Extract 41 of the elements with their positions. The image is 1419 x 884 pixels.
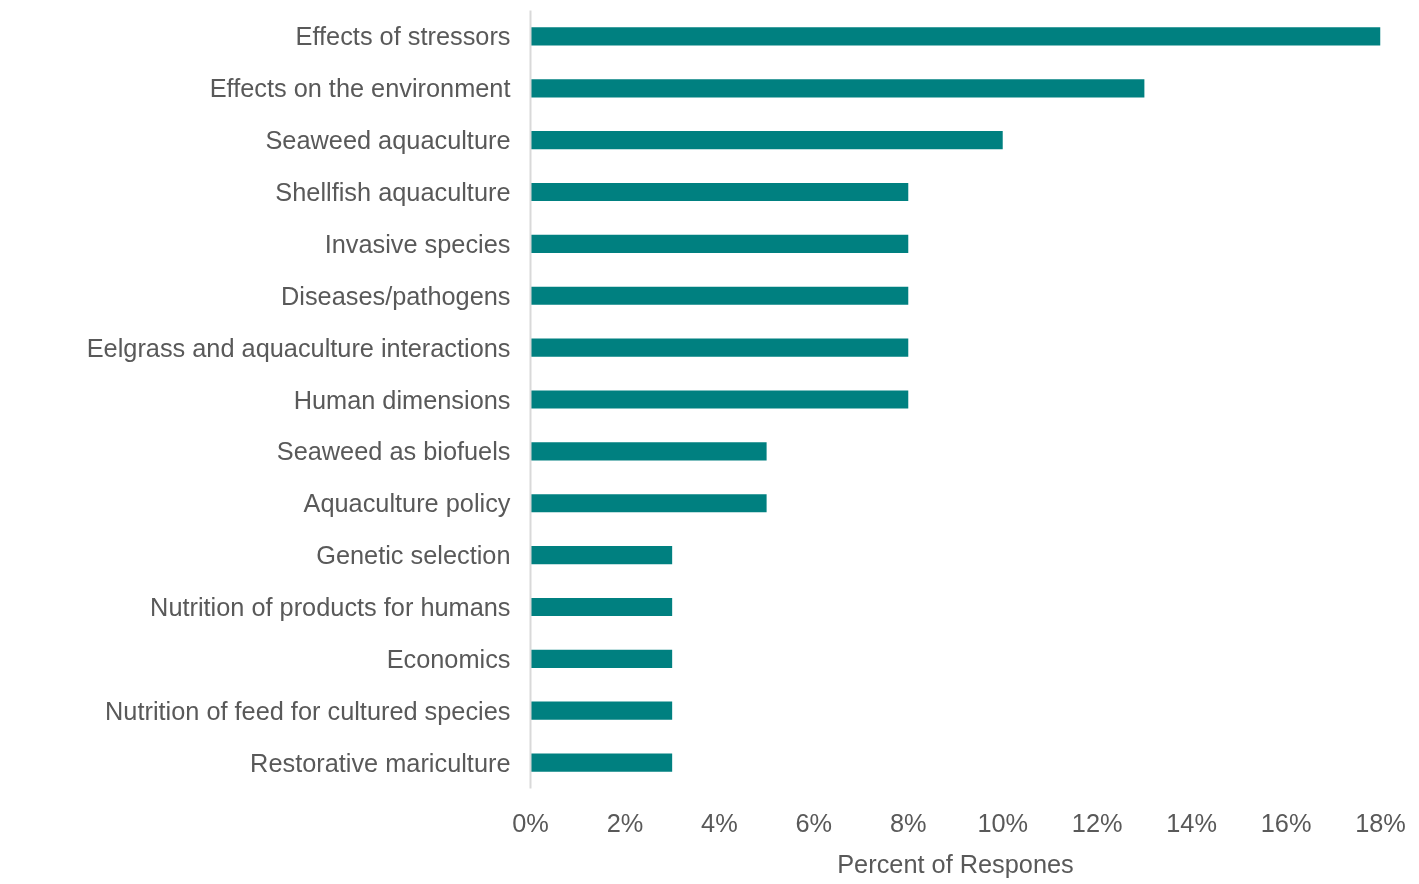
bar bbox=[530, 597, 673, 617]
bar bbox=[530, 546, 673, 565]
bar bbox=[530, 182, 909, 202]
bar bbox=[530, 649, 673, 668]
bar bbox=[530, 131, 1003, 150]
bar bbox=[530, 494, 767, 513]
bar bbox=[530, 442, 767, 461]
y-tick-label: Effects on the environment bbox=[209, 74, 511, 103]
x-tick-label: 18% bbox=[1355, 808, 1406, 837]
x-tick-label: 6% bbox=[795, 808, 833, 837]
x-tick-label: 16% bbox=[1260, 808, 1312, 837]
y-tick-label: Invasive species bbox=[324, 229, 511, 258]
y-tick-label: Economics bbox=[386, 644, 511, 673]
bar bbox=[530, 338, 909, 357]
y-tick-label: Restorative mariculture bbox=[250, 748, 511, 777]
bar bbox=[530, 234, 909, 253]
y-tick-label: Seaweed as biofuels bbox=[276, 437, 511, 466]
bar bbox=[530, 286, 909, 305]
x-tick-label: 4% bbox=[701, 808, 738, 837]
y-tick-label: Seaweed aquaculture bbox=[265, 126, 511, 155]
y-tick-label: Diseases/pathogens bbox=[280, 281, 511, 310]
bar bbox=[530, 390, 909, 409]
y-tick-label: Aquaculture policy bbox=[303, 489, 511, 518]
y-tick-label: Effects of stressors bbox=[295, 22, 511, 51]
y-tick-label: Human dimensions bbox=[293, 385, 511, 414]
bar bbox=[530, 753, 673, 772]
y-tick-label: Nutrition of products for humans bbox=[150, 592, 511, 621]
y-tick-label: Nutrition of feed for cultured species bbox=[105, 696, 511, 725]
x-tick-label: 10% bbox=[977, 808, 1029, 837]
x-tick-label: 0% bbox=[512, 808, 549, 837]
x-tick-label: 14% bbox=[1166, 808, 1217, 837]
x-axis-title: Percent of Respones bbox=[837, 849, 1074, 878]
y-tick-label: Shellfish aquaculture bbox=[275, 178, 511, 207]
x-tick-label: 8% bbox=[889, 808, 927, 837]
bar bbox=[530, 701, 673, 720]
x-tick-label: 2% bbox=[606, 808, 644, 837]
bar bbox=[530, 27, 1381, 46]
y-tick-label: Eelgrass and aquaculture interactions bbox=[86, 333, 511, 362]
x-tick-label: 12% bbox=[1071, 808, 1123, 837]
bar bbox=[530, 79, 1145, 98]
y-tick-label: Genetic selection bbox=[316, 541, 511, 570]
